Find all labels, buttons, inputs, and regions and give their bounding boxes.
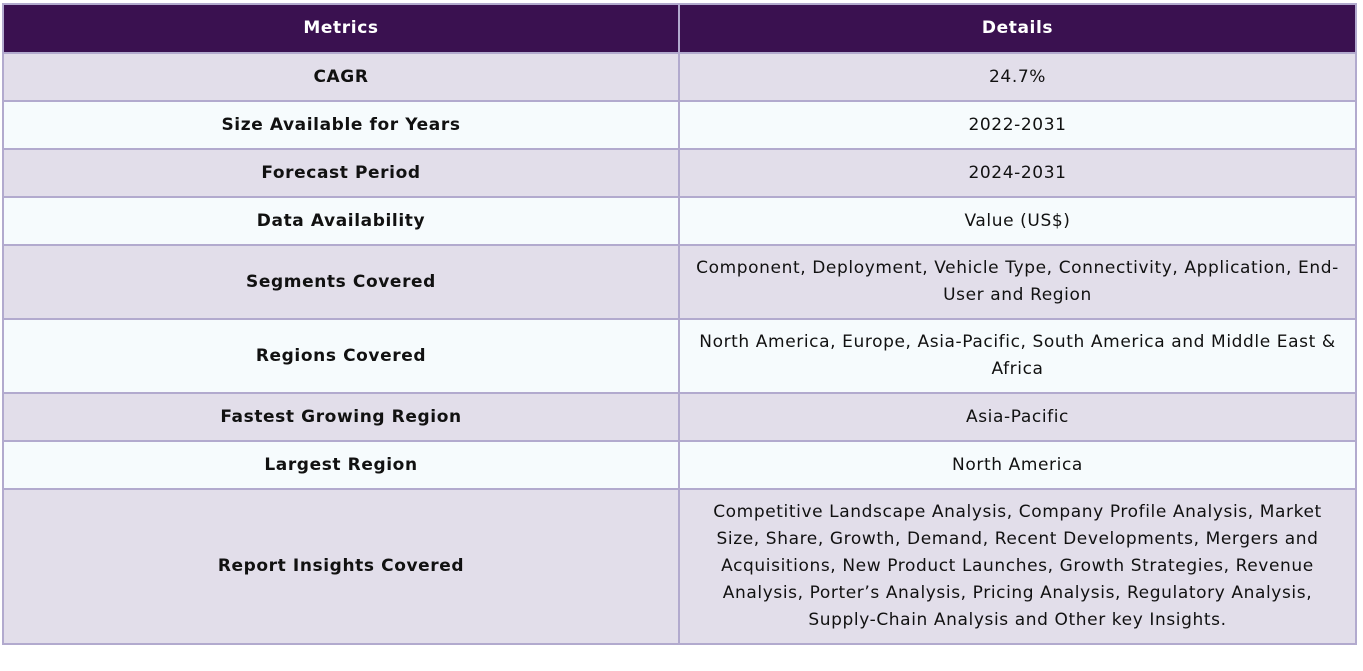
detail-cell: Component, Deployment, Vehicle Type, Con… <box>678 244 1357 320</box>
table-row: Size Available for Years 2022-2031 <box>2 100 1357 150</box>
table-header-row: Metrics Details <box>2 3 1357 54</box>
detail-cell: North America <box>678 440 1357 490</box>
detail-cell: Value (US$) <box>678 196 1357 246</box>
details-column-header: Details <box>678 3 1357 54</box>
detail-cell: Asia-Pacific <box>678 392 1357 442</box>
detail-cell: North America, Europe, Asia-Pacific, Sou… <box>678 318 1357 394</box>
metric-cell: Size Available for Years <box>2 100 680 150</box>
metric-cell: Regions Covered <box>2 318 680 394</box>
metric-cell: Fastest Growing Region <box>2 392 680 442</box>
detail-cell: Competitive Landscape Analysis, Company … <box>678 488 1357 645</box>
metrics-table: Metrics Details CAGR 24.7% Size Availabl… <box>2 3 1357 645</box>
table-row: Largest Region North America <box>2 440 1357 490</box>
table-row: Fastest Growing Region Asia-Pacific <box>2 392 1357 442</box>
metrics-column-header: Metrics <box>2 3 680 54</box>
table-row: Report Insights Covered Competitive Land… <box>2 488 1357 645</box>
metric-cell: Forecast Period <box>2 148 680 198</box>
metrics-table-container: Metrics Details CAGR 24.7% Size Availabl… <box>2 3 1357 645</box>
table-row: Data Availability Value (US$) <box>2 196 1357 246</box>
detail-cell: 2024-2031 <box>678 148 1357 198</box>
table-row: Segments Covered Component, Deployment, … <box>2 244 1357 320</box>
detail-cell: 2022-2031 <box>678 100 1357 150</box>
metric-cell: Largest Region <box>2 440 680 490</box>
metric-cell: CAGR <box>2 52 680 102</box>
table-row: CAGR 24.7% <box>2 52 1357 102</box>
table-row: Regions Covered North America, Europe, A… <box>2 318 1357 394</box>
metric-cell: Report Insights Covered <box>2 488 680 645</box>
metric-cell: Data Availability <box>2 196 680 246</box>
metric-cell: Segments Covered <box>2 244 680 320</box>
detail-cell: 24.7% <box>678 52 1357 102</box>
table-row: Forecast Period 2024-2031 <box>2 148 1357 198</box>
